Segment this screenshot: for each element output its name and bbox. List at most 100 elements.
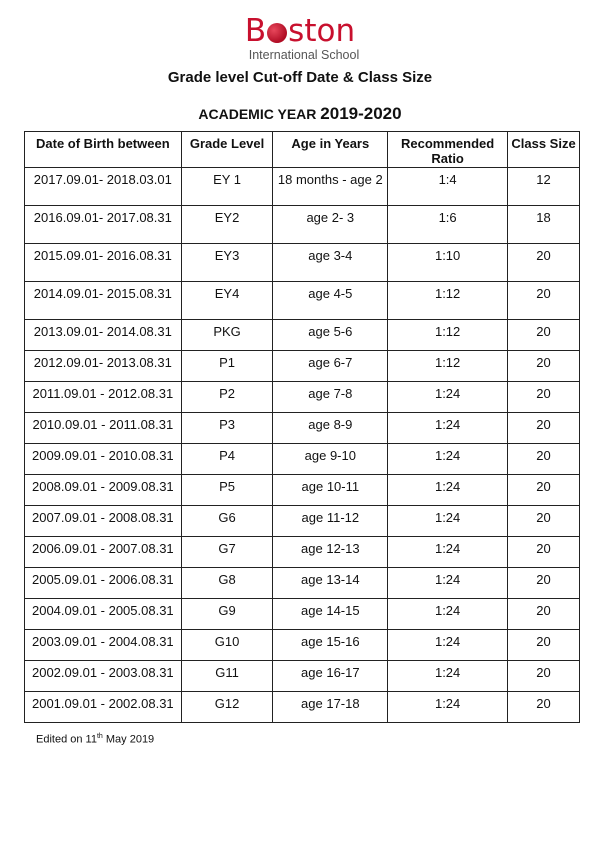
- cell-class-size: 18: [507, 205, 580, 244]
- cell-age: age 16-17: [272, 660, 389, 692]
- table-row: 2002.09.01 - 2003.08.31 G11 age 16-17 1:24 2…: [24, 660, 580, 692]
- cell-class-size: 20: [507, 319, 580, 351]
- logo-letter: B: [244, 13, 267, 49]
- cell-date-of-birth: 2002.09.01 - 2003.08.31: [24, 660, 182, 692]
- header-age: Age in Years: [272, 131, 389, 168]
- table-row: 2012.09.01- 2013.08.31 P1 age 6-7 1:12 20: [24, 350, 580, 382]
- cell-age: age 13-14: [272, 567, 389, 599]
- cell-date-of-birth: 2013.09.01- 2014.08.31: [24, 319, 182, 351]
- cell-grade-level: G12: [180, 691, 274, 723]
- table-row: 2007.09.01 - 2008.08.31 G6 age 11-12 1:24 20: [24, 505, 580, 537]
- table-row: 2016.09.01- 2017.08.31 EY2 age 2- 3 1:6 18: [24, 205, 580, 244]
- logo-subtitle: International School: [248, 48, 360, 62]
- cell-age: age 3-4: [272, 243, 389, 282]
- cell-age: age 11-12: [272, 505, 389, 537]
- cell-grade-level: PKG: [180, 319, 274, 351]
- logo-letters: ston: [288, 13, 356, 49]
- cell-class-size: 20: [507, 629, 580, 661]
- cell-date-of-birth: 2015.09.01- 2016.08.31: [24, 243, 182, 282]
- table-row: 2015.09.01- 2016.08.31 EY3 age 3-4 1:10 20: [24, 243, 580, 282]
- cell-date-of-birth: 2014.09.01- 2015.08.31: [24, 281, 182, 320]
- cell-class-size: 20: [507, 381, 580, 413]
- cell-date-of-birth: 2003.09.01 - 2004.08.31: [24, 629, 182, 661]
- cell-grade-level: P2: [180, 381, 274, 413]
- edited-note: Edited on 11th May 2019: [36, 733, 154, 746]
- cell-ratio: 1:24: [387, 629, 509, 661]
- page-title: Grade level Cut-off Date & Class Size: [167, 69, 433, 86]
- cell-class-size: 12: [507, 167, 580, 206]
- header-grade-level: Grade Level: [180, 131, 274, 168]
- academic-year: ACADEMIC YEAR 2019-2020: [0, 104, 600, 124]
- cell-class-size: 20: [507, 691, 580, 723]
- cell-grade-level: G6: [180, 505, 274, 537]
- cell-ratio: 1:12: [387, 319, 509, 351]
- cell-date-of-birth: 2008.09.01 - 2009.08.31: [24, 474, 182, 506]
- table-row: 2013.09.01- 2014.08.31 PKG age 5-6 1:12 20: [24, 319, 580, 351]
- cell-grade-level: G7: [180, 536, 274, 568]
- cell-age: age 10-11: [272, 474, 389, 506]
- table-row: 2010.09.01 - 2011.08.31 P3 age 8-9 1:24 20: [24, 412, 580, 444]
- table-row: 2006.09.01 - 2007.08.31 G7 age 12-13 1:24 20: [24, 536, 580, 568]
- cell-ratio: 1:24: [387, 474, 509, 506]
- edited-prefix: Edited on 11: [36, 733, 97, 746]
- cell-date-of-birth: 2005.09.01 - 2006.08.31: [24, 567, 182, 599]
- cell-age: 18 months - age 2: [272, 167, 389, 206]
- cell-ratio: 1:24: [387, 505, 509, 537]
- cell-ratio: 1:24: [387, 567, 509, 599]
- cell-grade-level: G8: [180, 567, 274, 599]
- cell-age: age 12-13: [272, 536, 389, 568]
- cell-age: age 15-16: [272, 629, 389, 661]
- cell-age: age 4-5: [272, 281, 389, 320]
- cell-ratio: 1:24: [387, 691, 509, 723]
- cell-class-size: 20: [507, 660, 580, 692]
- cell-ratio: 1:24: [387, 536, 509, 568]
- cell-ratio: 1:24: [387, 381, 509, 413]
- cell-ratio: 1:10: [387, 243, 509, 282]
- academic-year-label: ACADEMIC YEAR: [198, 106, 317, 122]
- cell-ratio: 1:24: [387, 443, 509, 475]
- cell-grade-level: P1: [180, 350, 274, 382]
- cell-class-size: 20: [507, 505, 580, 537]
- cell-age: age 9-10: [272, 443, 389, 475]
- cell-date-of-birth: 2001.09.01 - 2002.08.31: [24, 691, 182, 723]
- cell-class-size: 20: [507, 281, 580, 320]
- cell-age: age 5-6: [272, 319, 389, 351]
- cell-age: age 8-9: [272, 412, 389, 444]
- cutoff-table: Date of Birth between Grade Level Age in Y…: [24, 131, 580, 723]
- table-row: 2005.09.01 - 2006.08.31 G8 age 13-14 1:24 20: [24, 567, 580, 599]
- cell-date-of-birth: 2006.09.01 - 2007.08.31: [24, 536, 182, 568]
- cell-class-size: 20: [507, 243, 580, 282]
- cell-age: age 17-18: [272, 691, 389, 723]
- header-ratio: Recommended Ratio: [387, 131, 509, 168]
- cell-ratio: 1:6: [387, 205, 509, 244]
- table-row: 2017.09.01- 2018.03.01 EY 1 18 months - ag…: [24, 167, 580, 206]
- cell-class-size: 20: [507, 412, 580, 444]
- cell-grade-level: G10: [180, 629, 274, 661]
- table-row: 2011.09.01 - 2012.08.31 P2 age 7-8 1:24 20: [24, 381, 580, 413]
- cell-grade-level: EY 1: [180, 167, 274, 206]
- cell-grade-level: P4: [180, 443, 274, 475]
- cell-grade-level: EY3: [180, 243, 274, 282]
- cell-date-of-birth: 2004.09.01 - 2005.08.31: [24, 598, 182, 630]
- cell-date-of-birth: 2012.09.01- 2013.08.31: [24, 350, 182, 382]
- table-row: 2008.09.01 - 2009.08.31 P5 age 10-11 1:24 20: [24, 474, 580, 506]
- edited-suffix: May 2019: [102, 733, 155, 746]
- table-row: 2001.09.01 - 2002.08.31 G12 age 17-18 1:24 2…: [24, 691, 580, 723]
- header-class-size: Class Size: [507, 131, 580, 168]
- table-row: 2014.09.01- 2015.08.31 EY4 age 4-5 1:12 20: [24, 281, 580, 320]
- header-date-of-birth: Date of Birth between: [24, 131, 182, 168]
- cell-grade-level: P3: [180, 412, 274, 444]
- cell-class-size: 20: [507, 443, 580, 475]
- cell-class-size: 20: [507, 567, 580, 599]
- cell-class-size: 20: [507, 536, 580, 568]
- table-row: 2004.09.01 - 2005.08.31 G9 age 14-15 1:24 20: [24, 598, 580, 630]
- cell-ratio: 1:12: [387, 281, 509, 320]
- cell-class-size: 20: [507, 474, 580, 506]
- cell-date-of-birth: 2011.09.01 - 2012.08.31: [24, 381, 182, 413]
- cell-grade-level: P5: [180, 474, 274, 506]
- cell-date-of-birth: 2007.09.01 - 2008.08.31: [24, 505, 182, 537]
- cell-ratio: 1:4: [387, 167, 509, 206]
- table-header-row: Date of Birth between Grade Level Age in Y…: [24, 131, 580, 168]
- cell-grade-level: G11: [180, 660, 274, 692]
